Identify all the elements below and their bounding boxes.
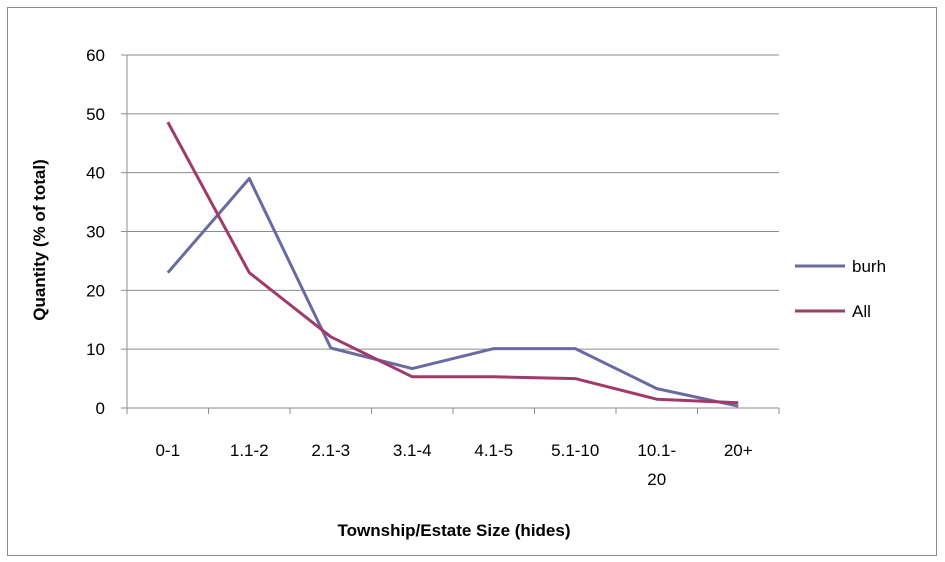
y-axis-title: Quantity (% of total) (30, 159, 49, 320)
x-tick-label: 2.1-3 (311, 441, 350, 460)
series-lines (166, 121, 739, 408)
series-line-burh (166, 177, 739, 408)
x-tick-label: 10.1-20 (637, 441, 676, 489)
axes (121, 54, 780, 414)
legend-label: burh (852, 257, 886, 276)
y-tick-label: 30 (86, 223, 105, 242)
legend-label: All (852, 302, 871, 321)
x-tick-label: 5.1-10 (551, 441, 599, 460)
y-tick-label: 20 (86, 281, 105, 300)
legend: burh All (795, 257, 886, 321)
y-tick-label: 10 (86, 340, 105, 359)
y-tick-label: 0 (96, 399, 105, 418)
x-tick-label: 0-1 (155, 441, 180, 460)
x-tick-label: 20+ (724, 441, 753, 460)
y-tick-label: 60 (86, 46, 105, 65)
x-tick-label: 1.1-2 (230, 441, 269, 460)
y-tick-labels: 0 10 20 30 40 50 60 (86, 46, 105, 418)
chart-area (7, 7, 937, 556)
x-tick-label: 4.1-5 (474, 441, 513, 460)
x-tick-label: 3.1-4 (393, 441, 432, 460)
legend-item-burh: burh (795, 257, 886, 276)
legend-item-all: All (795, 302, 871, 321)
gridlines (127, 54, 779, 350)
y-tick-label: 50 (86, 105, 105, 124)
series-line-all (166, 121, 739, 405)
y-tick-label: 40 (86, 164, 105, 183)
x-tick-labels: 0-1 1.1-2 2.1-3 3.1-4 4.1-5 5.1-10 10.1-20 20+ (155, 441, 752, 489)
x-axis-title: Township/Estate Size (hides) (338, 521, 571, 540)
